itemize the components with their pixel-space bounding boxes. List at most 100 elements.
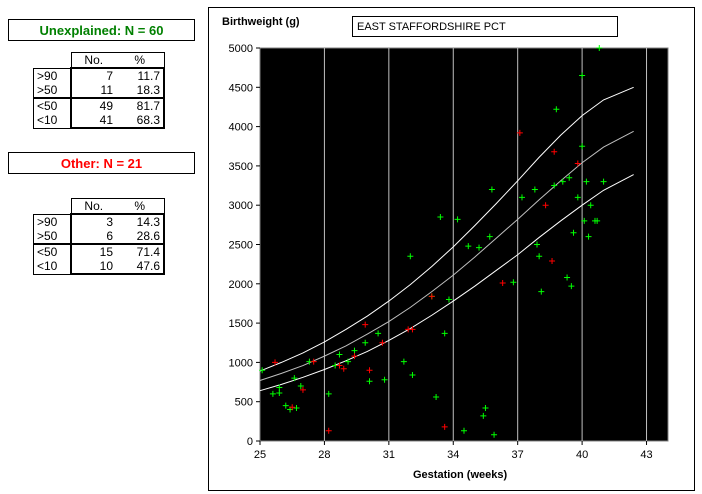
data-point (362, 339, 369, 346)
data-point (461, 427, 467, 434)
centile-line (259, 86, 634, 372)
data-point (587, 202, 594, 209)
row-pct: 28.6 (116, 229, 165, 244)
data-point (291, 375, 298, 382)
data-point (579, 72, 586, 79)
data-point (574, 160, 581, 167)
table-row: <50 15 71.4 (33, 243, 165, 259)
row-no: 41 (70, 113, 116, 129)
data-point (491, 431, 498, 438)
row-label: <10 (33, 113, 71, 129)
data-point (379, 339, 386, 346)
row-label: >90 (33, 67, 71, 83)
data-point (534, 241, 541, 248)
row-pct: 71.4 (116, 243, 165, 259)
plot-area (259, 47, 669, 442)
data-point (282, 402, 289, 409)
y-tick-label: 1500 (229, 318, 253, 330)
data-point (480, 412, 487, 419)
x-tick-label: 31 (383, 449, 395, 461)
data-point (553, 106, 560, 113)
data-point (488, 186, 495, 193)
data-point (293, 404, 300, 411)
row-no: 10 (70, 259, 116, 275)
row-pct: 81.7 (116, 97, 165, 113)
data-point (381, 376, 388, 383)
data-point (325, 390, 332, 397)
y-tick-label: 1000 (229, 357, 253, 369)
data-point (259, 367, 266, 374)
data-point (362, 321, 369, 328)
data-point (600, 178, 607, 185)
y-tick-label: 2000 (229, 279, 253, 291)
data-point (518, 194, 525, 201)
data-point (510, 279, 517, 286)
x-tick-label: 28 (318, 449, 330, 461)
row-no: 7 (70, 67, 116, 83)
y-tick-label: 4000 (229, 122, 253, 134)
other-title: Other: N = 21 (8, 152, 195, 174)
unexplained-table: No. % >90 7 11.7 >50 11 18.3 <50 49 81.7… (33, 52, 165, 129)
y-tick-label: 2500 (229, 240, 253, 252)
data-point (345, 358, 352, 365)
table-row: >50 11 18.3 (33, 83, 165, 98)
data-point (325, 427, 332, 434)
data-point (516, 129, 523, 136)
data-point (336, 351, 343, 358)
y-tick-label: 500 (235, 397, 253, 409)
data-point (531, 186, 538, 193)
col-no-header: No. (70, 198, 116, 215)
data-point (574, 194, 581, 201)
row-label: <10 (33, 259, 71, 275)
data-point (269, 390, 276, 397)
data-point (276, 384, 283, 391)
data-point (437, 213, 444, 220)
data-point (579, 143, 586, 150)
row-pct: 68.3 (116, 113, 165, 129)
data-point (272, 359, 279, 366)
row-no: 49 (70, 97, 116, 113)
data-point (409, 371, 416, 378)
data-point (441, 423, 448, 430)
data-point (559, 178, 566, 185)
table-row: <10 10 47.6 (33, 259, 165, 275)
data-point (351, 347, 358, 354)
row-label: >50 (33, 83, 71, 98)
data-point (299, 386, 306, 393)
data-point (594, 217, 601, 224)
data-point (542, 202, 549, 209)
row-pct: 14.3 (116, 213, 165, 229)
row-no: 3 (70, 213, 116, 229)
data-point (405, 326, 412, 333)
data-point (428, 293, 435, 300)
data-point (568, 283, 575, 290)
y-tick-label: 3000 (229, 200, 253, 212)
data-point (564, 274, 571, 281)
data-point (407, 253, 414, 260)
data-point (400, 358, 407, 365)
table-row: <50 49 81.7 (33, 97, 165, 113)
x-axis-label: Gestation (weeks) (413, 469, 508, 481)
data-point (581, 217, 588, 224)
centile-line (259, 174, 634, 392)
data-point (297, 382, 304, 389)
table-row: <10 41 68.3 (33, 113, 165, 129)
data-point (366, 378, 373, 385)
data-point (351, 353, 358, 360)
data-point (583, 178, 590, 185)
y-tick-label: 3500 (229, 161, 253, 173)
data-point (289, 404, 296, 411)
y-tick-label: 4500 (229, 82, 253, 94)
x-tick-label: 34 (447, 449, 459, 461)
data-point (276, 390, 283, 397)
row-pct: 18.3 (116, 83, 165, 98)
data-point (549, 258, 556, 265)
data-point (566, 174, 573, 181)
y-tick-label: 5000 (229, 43, 253, 55)
row-label: <50 (33, 97, 71, 113)
data-point (340, 365, 347, 372)
data-point (465, 243, 472, 250)
data-point (486, 233, 493, 240)
x-tick-label: 43 (640, 449, 652, 461)
